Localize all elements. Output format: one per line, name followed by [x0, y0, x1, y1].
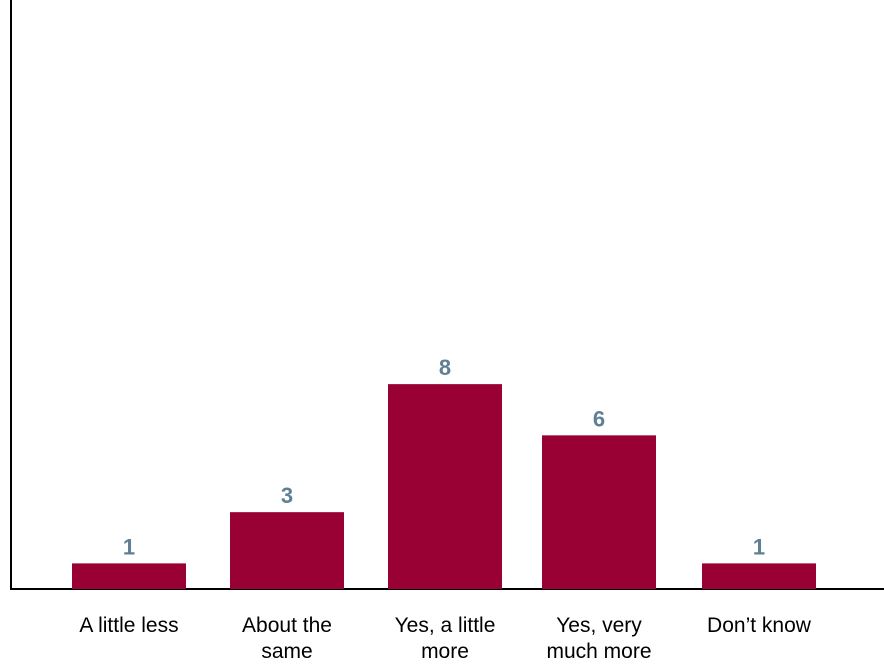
- bars-group: [72, 384, 816, 589]
- category-label-3-line-2: more: [421, 640, 469, 663]
- bar-2: [230, 512, 344, 589]
- bar-5: [702, 563, 816, 589]
- category-label-3-line-1: Yes, a little: [395, 614, 496, 637]
- category-label-2-line-2: same: [261, 640, 312, 663]
- bar-3: [388, 384, 502, 589]
- category-label-4-line-1: Yes, very: [556, 614, 642, 637]
- value-labels-group: 1 3 8 6 1: [123, 355, 765, 559]
- category-label-2-line-1: About the: [242, 614, 332, 637]
- value-label-1: 1: [123, 534, 135, 559]
- value-label-2: 3: [281, 483, 293, 508]
- category-label-4-line-2: much more: [546, 640, 651, 663]
- bar-1: [72, 563, 186, 589]
- category-label-1: A little less: [79, 614, 178, 637]
- category-labels-group: A little less About the same Yes, a little m…: [79, 614, 811, 663]
- value-label-5: 1: [753, 534, 765, 559]
- value-label-4: 6: [593, 406, 605, 431]
- value-label-3: 8: [439, 355, 451, 380]
- category-label-5: Don’t know: [707, 614, 812, 637]
- bar-4: [542, 435, 656, 589]
